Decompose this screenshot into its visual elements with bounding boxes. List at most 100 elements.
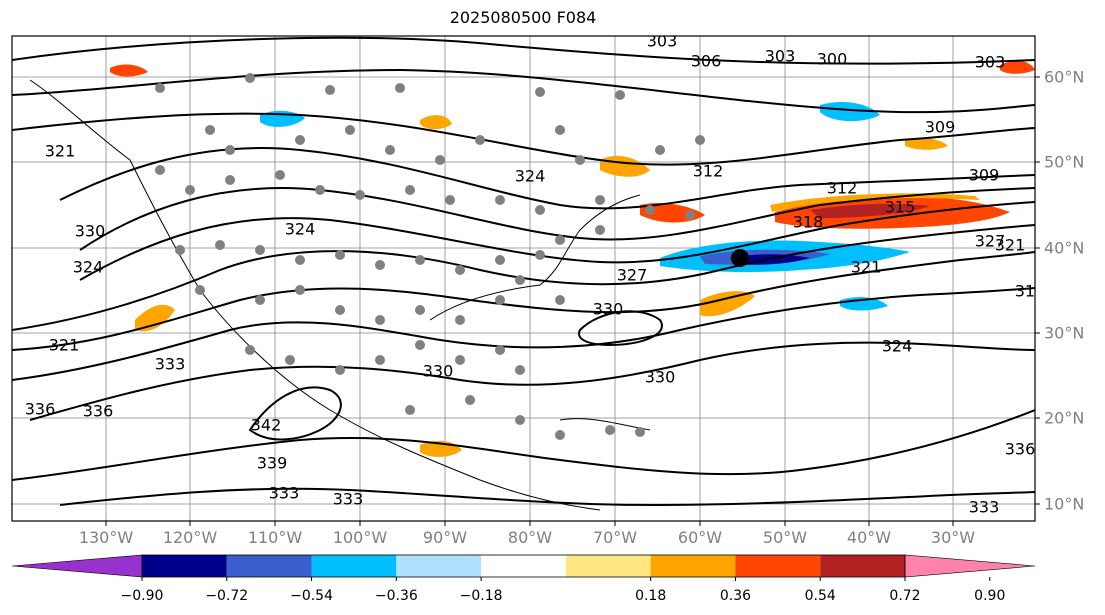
station-dot	[415, 255, 425, 265]
station-dot	[335, 250, 345, 260]
contour-label: 333	[333, 490, 364, 509]
colorbar-segment	[735, 555, 821, 577]
station-dot	[435, 155, 445, 165]
contour-label: 330	[645, 368, 676, 387]
contour-label: 300	[817, 50, 848, 69]
station-dot	[225, 145, 235, 155]
colorbar	[11, 554, 1036, 581]
longitude-label: 50°W	[762, 528, 808, 547]
colorbar-segment	[226, 555, 312, 577]
station-dot	[245, 73, 255, 83]
latitude-label: 50°N	[1044, 152, 1085, 172]
contour-label: 330	[423, 362, 454, 381]
contour-label: 333	[969, 498, 1000, 517]
station-dot	[405, 405, 415, 415]
station-dot	[455, 265, 465, 275]
contour-label: 306	[691, 52, 722, 71]
colorbar-tick-label: −0.90	[120, 588, 164, 604]
station-dot	[225, 175, 235, 185]
station-dot	[415, 340, 425, 350]
contour-label: 336	[1005, 440, 1036, 459]
station-dot	[255, 245, 265, 255]
patch-f	[700, 291, 755, 317]
contour-labels: 303 306 303 300 303 309 312 312 315 318 321 321 324 3…	[25, 36, 1036, 517]
station-dots	[155, 73, 705, 440]
station-dot	[455, 315, 465, 325]
contour-label: 327	[975, 232, 1006, 251]
contour-label: 324	[285, 220, 316, 239]
contour-label: 315	[885, 198, 916, 217]
station-dot	[445, 195, 455, 205]
colorbar-segment	[481, 555, 566, 577]
station-dot	[555, 295, 565, 305]
station-dot	[275, 170, 285, 180]
contour-label: 309	[925, 118, 956, 137]
station-dot	[595, 225, 605, 235]
shaded-anomaly-regions	[110, 60, 1035, 457]
station-dot	[695, 135, 705, 145]
contour-label: 324	[515, 167, 546, 186]
station-dot	[515, 365, 525, 375]
station-dot	[635, 427, 645, 437]
patch-e	[135, 304, 175, 332]
colorbar-tick-label: −0.18	[459, 588, 503, 604]
colorbar-extend-low	[11, 554, 143, 578]
colorbar-segment	[565, 555, 651, 577]
station-dot	[215, 240, 225, 250]
station-dot	[185, 185, 195, 195]
contour-label: 321	[995, 236, 1026, 255]
patch-k	[1000, 60, 1035, 74]
longitude-label: 60°W	[677, 528, 723, 547]
positive-anomaly-band-edge	[770, 193, 980, 212]
latitude-label: 40°N	[1044, 238, 1085, 258]
contour-label: 333	[155, 355, 186, 374]
colorbar-tick-label: −0.54	[290, 588, 333, 604]
station-dot	[495, 295, 505, 305]
longitude-label: 110°W	[247, 528, 303, 547]
contour-label: 321	[49, 336, 80, 355]
station-dot	[455, 355, 465, 365]
station-dot	[155, 165, 165, 175]
station-dot	[395, 83, 405, 93]
station-dot	[465, 395, 475, 405]
contour-label: 321	[851, 258, 882, 277]
patch-h	[110, 64, 148, 77]
colorbar-extend-high	[904, 554, 1036, 578]
station-dot	[345, 125, 355, 135]
map-frame	[11, 35, 1036, 522]
colorbar-tick-label: 0.36	[719, 588, 752, 604]
station-dot	[335, 365, 345, 375]
station-dot	[535, 87, 545, 97]
contour-label: 303	[765, 47, 796, 66]
contour-label: 312	[693, 162, 724, 181]
longitude-label: 80°W	[507, 528, 553, 547]
station-dot	[515, 275, 525, 285]
station-dot	[405, 185, 415, 195]
station-dot	[245, 345, 255, 355]
latitude-label: 60°N	[1044, 67, 1085, 87]
station-dot	[335, 305, 345, 315]
longitude-label: 100°W	[332, 528, 388, 547]
longitude-label: 90°W	[422, 528, 468, 547]
longitude-label: 120°W	[162, 528, 218, 547]
station-dot	[685, 210, 695, 220]
station-dot	[495, 345, 505, 355]
station-dot	[375, 355, 385, 365]
station-dot	[255, 295, 265, 305]
station-dot	[205, 125, 215, 135]
station-dot	[555, 235, 565, 245]
station-dot	[355, 190, 365, 200]
station-dot	[495, 195, 505, 205]
station-dot	[615, 90, 625, 100]
station-dot	[645, 205, 655, 215]
colorbar-segment	[142, 555, 227, 577]
contour-label: 336	[83, 402, 114, 421]
colorbar-segment	[396, 555, 482, 577]
station-dot	[515, 415, 525, 425]
patch-d	[820, 101, 880, 122]
station-dot	[575, 155, 585, 165]
contour-label: 324	[882, 337, 913, 356]
patch-l	[905, 138, 948, 150]
station-dot	[285, 355, 295, 365]
